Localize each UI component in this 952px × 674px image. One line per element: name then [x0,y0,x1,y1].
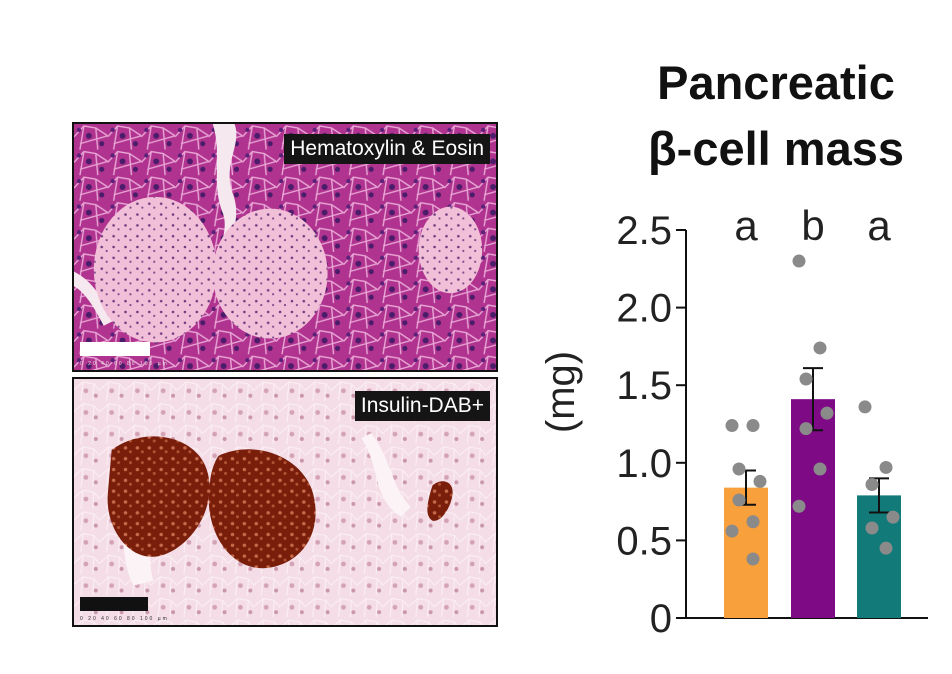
y-tick-label: 1.5 [616,364,672,408]
insulin-dab-histology-image: Insulin-DAB+ 0 20 40 60 80 100 µm [72,377,498,627]
he-histology-image: Hematoxylin & Eosin 0 20 40 60 80 100 µm [72,122,498,372]
y-tick-label: 0.5 [616,519,672,563]
y-tick-label: 2.0 [616,287,672,331]
data-point [792,254,806,268]
data-point [792,499,806,513]
significance-label: a [734,202,758,249]
data-point [813,462,827,476]
significance-label: b [801,202,824,249]
data-point [746,552,760,566]
data-point [746,515,760,529]
data-point [865,478,879,492]
y-tick-label: 2.5 [616,209,672,253]
he-stain-label: Hematoxylin & Eosin [284,134,490,164]
chart-title-line-1: Pancreatic [657,56,895,109]
data-point [865,521,879,535]
significance-label: a [867,202,891,249]
data-point [732,462,746,476]
data-point [886,510,900,524]
scale-bar-ticks: 0 20 40 60 80 100 µm [80,616,169,622]
he-tissue-graphic [74,124,496,370]
dab-stain-label: Insulin-DAB+ [354,391,490,421]
data-point [799,372,813,386]
chart-title: Pancreatic β-cell mass [590,50,952,182]
y-tick-label: 0 [650,597,672,641]
data-point [813,341,827,355]
y-tick-label: 1.0 [616,442,672,486]
data-point [725,524,739,538]
data-point [753,474,767,488]
data-point [879,541,893,555]
bar [724,487,768,618]
data-point [799,422,813,436]
data-point [858,400,872,414]
scale-bar-ticks: 0 20 40 60 80 100 µm [80,361,169,367]
data-point [725,419,739,433]
scale-bar [80,597,148,611]
data-point [746,419,760,433]
chart-title-line-2: β-cell mass [648,122,904,175]
data-point [879,460,893,474]
y-axis-label: (mg) [539,351,583,433]
data-point [820,406,834,420]
scale-bar [80,342,150,356]
data-point [732,493,746,507]
